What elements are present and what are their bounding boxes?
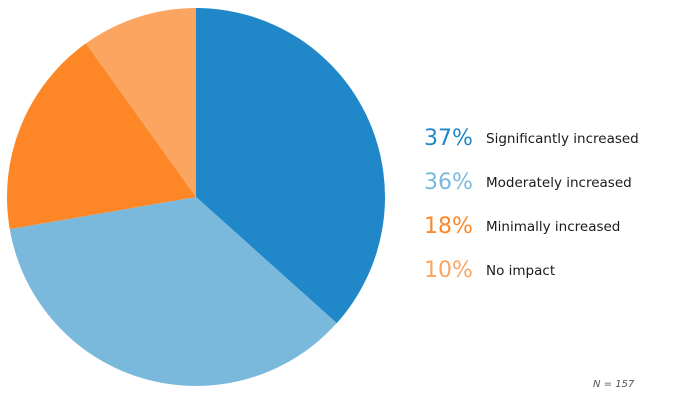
legend-label: Significantly increased bbox=[486, 131, 639, 147]
pie-chart bbox=[7, 8, 385, 386]
pie-slice-minimally-increased bbox=[7, 43, 196, 230]
legend-item: 18% Minimally increased bbox=[424, 205, 639, 249]
legend-label: Minimally increased bbox=[486, 219, 621, 235]
legend-label: Moderately increased bbox=[486, 175, 632, 191]
legend-percentage: 10% bbox=[424, 258, 473, 283]
pie-slice-significantly-increased bbox=[196, 8, 385, 324]
pie-slice-moderately-increased bbox=[9, 197, 337, 386]
legend-percentage: 18% bbox=[424, 214, 473, 239]
legend-percentage: 36% bbox=[424, 170, 473, 195]
pie-slice-no-impact bbox=[85, 8, 196, 197]
legend-item: 37% Significantly increased bbox=[424, 117, 639, 161]
legend-item: 36% Moderately increased bbox=[424, 161, 639, 205]
legend-percentage: 37% bbox=[424, 126, 473, 151]
sample-size-note: N = 157 bbox=[593, 379, 635, 390]
legend-label: No impact bbox=[486, 263, 556, 279]
legend-item: 10% No impact bbox=[424, 249, 639, 293]
legend: 37% Significantly increased 36% Moderately … bbox=[424, 117, 639, 293]
